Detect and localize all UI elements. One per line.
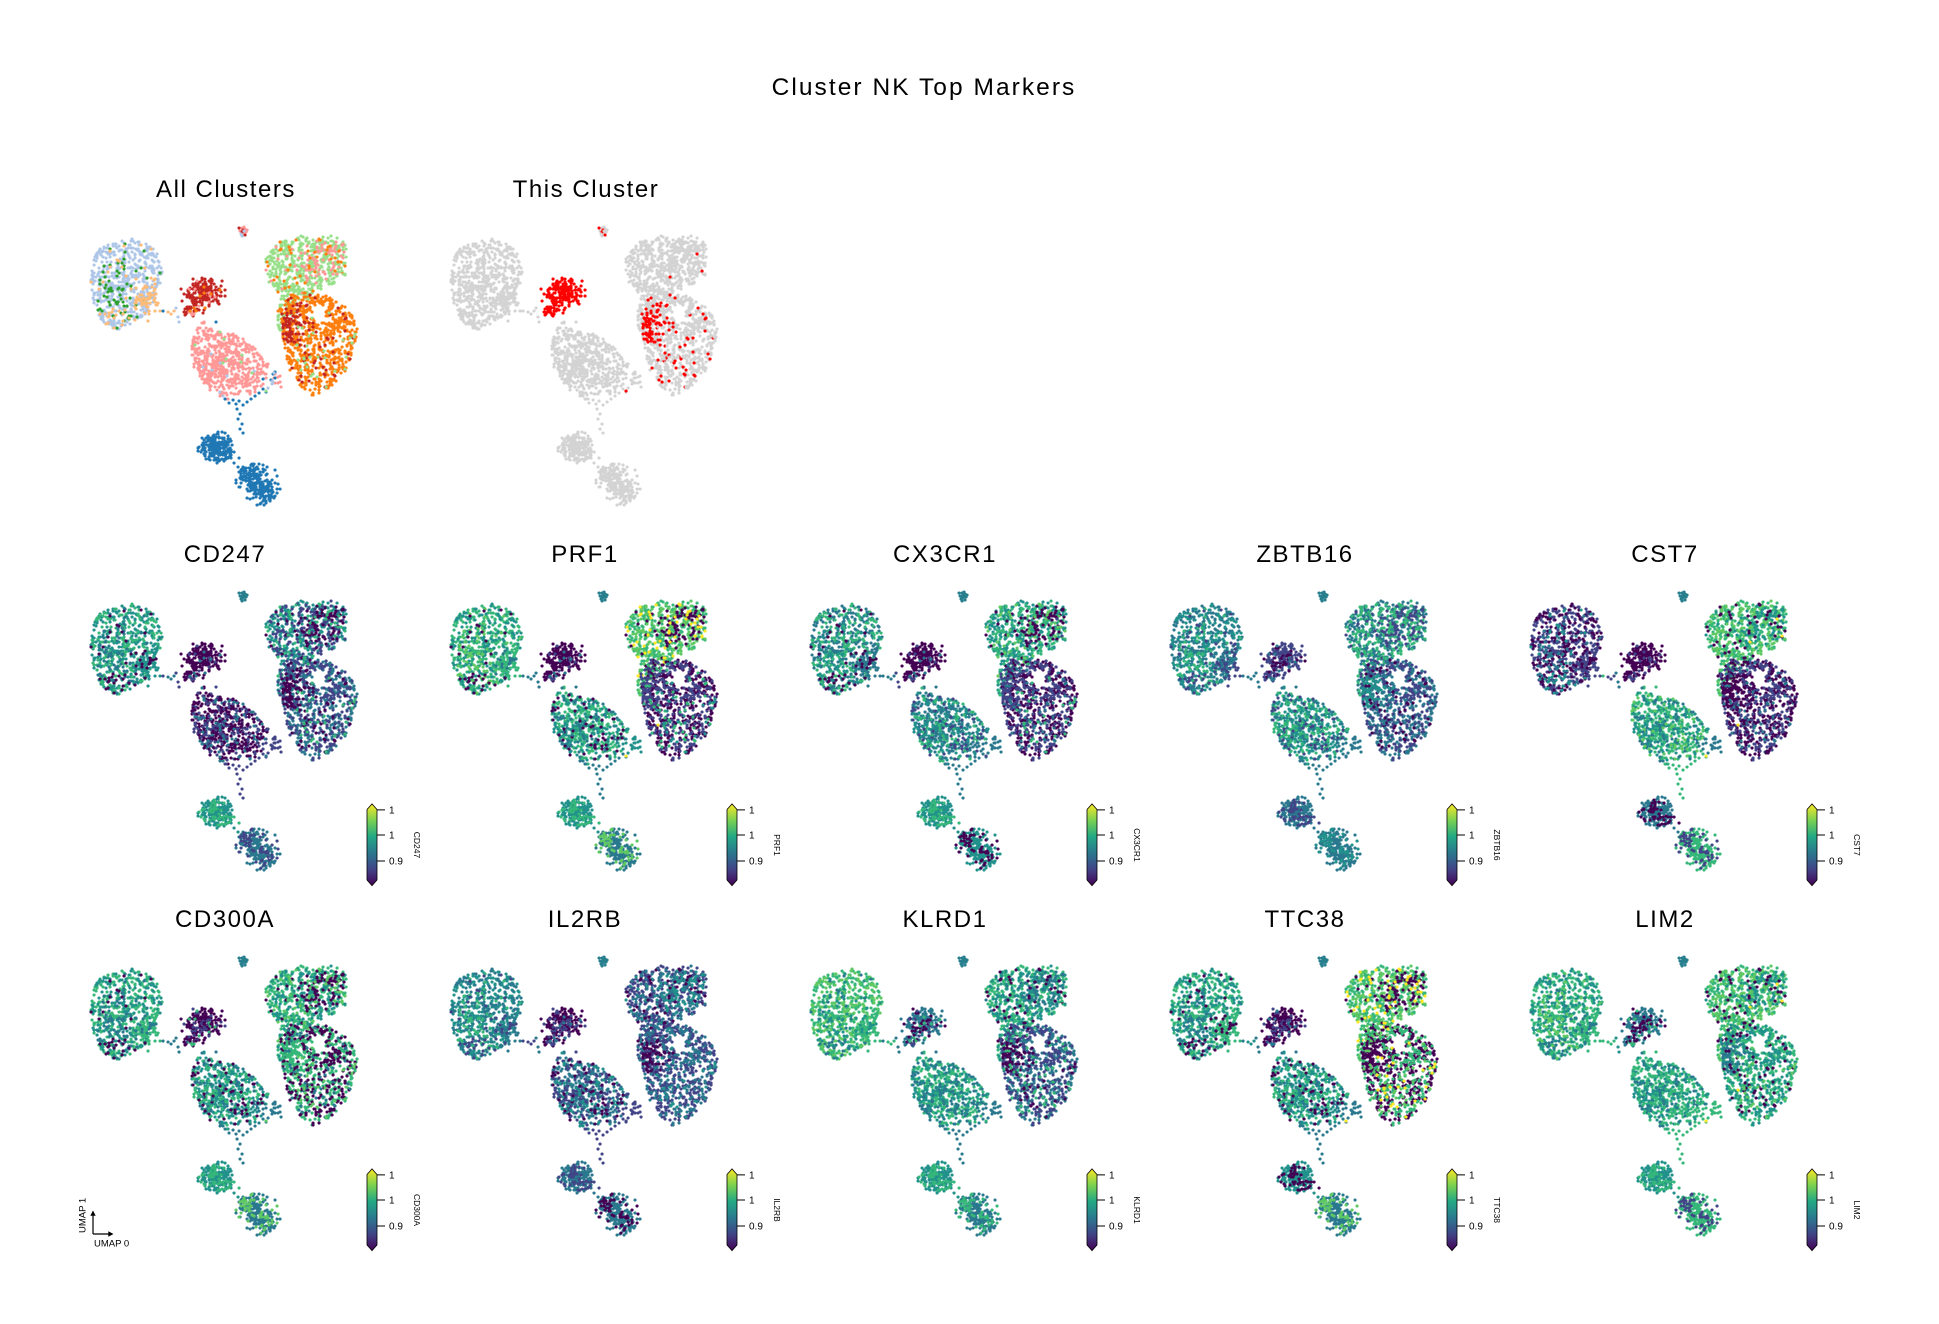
svg-text:CD300A: CD300A bbox=[175, 906, 275, 933]
svg-text:CD300A: CD300A bbox=[412, 1194, 422, 1226]
svg-text:CD247: CD247 bbox=[412, 832, 422, 859]
svg-text:CX3CR1: CX3CR1 bbox=[1132, 828, 1142, 862]
svg-text:CST7: CST7 bbox=[1852, 834, 1862, 856]
svg-text:KLRD1: KLRD1 bbox=[902, 906, 987, 933]
svg-text:All Clusters: All Clusters bbox=[156, 176, 296, 203]
svg-text:KLRD1: KLRD1 bbox=[1132, 1196, 1142, 1224]
svg-text:IL2RB: IL2RB bbox=[548, 906, 622, 933]
svg-text:CX3CR1: CX3CR1 bbox=[893, 541, 997, 568]
svg-text:UMAP 1: UMAP 1 bbox=[78, 1198, 89, 1233]
svg-text:This Cluster: This Cluster bbox=[513, 176, 660, 203]
svg-text:ZBTB16: ZBTB16 bbox=[1256, 541, 1353, 568]
svg-text:LIM2: LIM2 bbox=[1852, 1201, 1862, 1220]
svg-text:PRF1: PRF1 bbox=[772, 834, 782, 856]
svg-text:TTC38: TTC38 bbox=[1492, 1197, 1502, 1223]
svg-text:PRF1: PRF1 bbox=[551, 541, 619, 568]
svg-text:CD247: CD247 bbox=[184, 541, 266, 568]
svg-text:LIM2: LIM2 bbox=[1635, 906, 1695, 933]
svg-text:CST7: CST7 bbox=[1631, 541, 1699, 568]
svg-text:ZBTB16: ZBTB16 bbox=[1492, 829, 1502, 860]
svg-text:IL2RB: IL2RB bbox=[772, 1198, 782, 1222]
svg-text:Cluster NK Top Markers: Cluster NK Top Markers bbox=[772, 74, 1077, 101]
svg-text:TTC38: TTC38 bbox=[1264, 906, 1345, 933]
svg-text:UMAP 0: UMAP 0 bbox=[94, 1239, 129, 1250]
